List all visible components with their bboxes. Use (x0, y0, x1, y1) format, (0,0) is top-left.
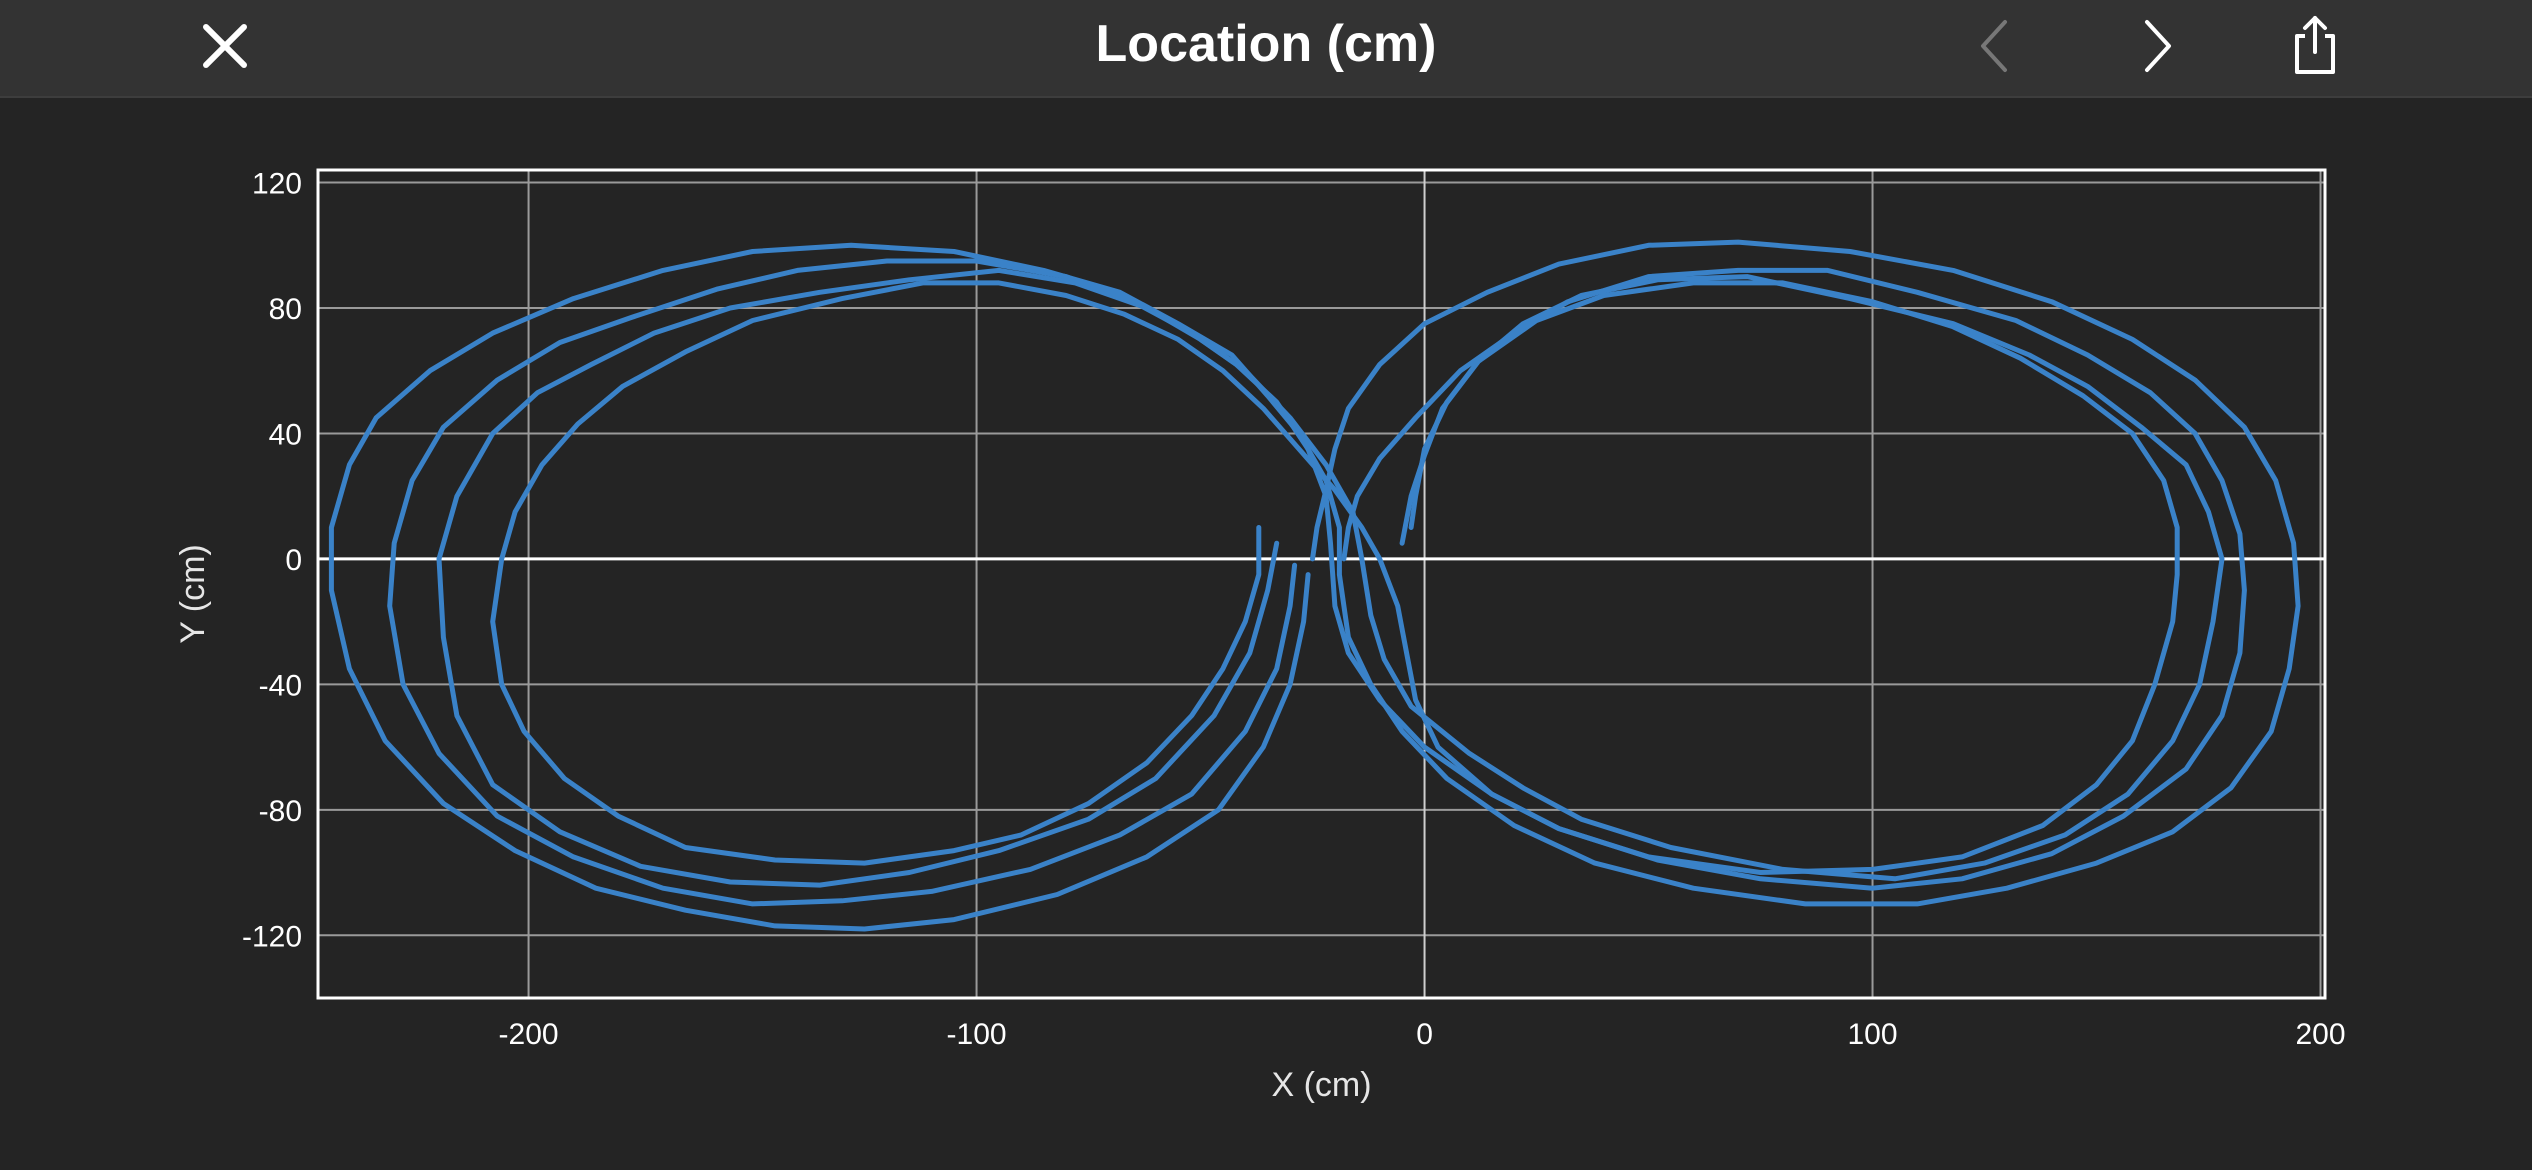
series-line-2 (436, 267, 2225, 888)
close-icon (203, 24, 247, 68)
plot-border (316, 168, 2327, 1000)
share-icon (2295, 16, 2335, 74)
chevron-right-icon (2145, 20, 2171, 72)
tick-labels: -200 -100 0 100 200 120 80 40 0 -40 -80 -120 (242, 168, 2346, 1051)
series-lines (328, 239, 2301, 932)
y-tick-label: -80 (259, 795, 302, 828)
plot-frame (316, 168, 2327, 1000)
x-tick-label: 0 (1416, 1018, 1433, 1051)
close-button[interactable] (170, 0, 280, 92)
previous-button[interactable] (1940, 0, 2050, 92)
x-tick-label: -200 (499, 1018, 559, 1051)
next-button[interactable] (2102, 0, 2212, 92)
chevron-left-icon (1981, 20, 2007, 72)
series-line-3 (387, 258, 2247, 907)
y-tick-label: -40 (259, 669, 302, 702)
y-tick-label: 40 (269, 418, 302, 451)
x-axis-label: X (cm) (1271, 1066, 1371, 1104)
x-tick-label: 100 (1847, 1018, 1897, 1051)
y-tick-label: -120 (242, 920, 302, 953)
location-chart: -200 -100 0 100 200 120 80 40 0 -40 -80 -120 X (cm)… (174, 168, 2346, 1104)
x-tick-label: 200 (2295, 1018, 2345, 1051)
y-tick-label: 120 (252, 168, 302, 201)
series-line-4 (328, 239, 2301, 932)
y-axis-label: Y (cm) (174, 544, 212, 643)
x-tick-label: -100 (947, 1018, 1007, 1051)
share-button[interactable] (2260, 0, 2370, 92)
y-tick-label: 0 (285, 544, 302, 577)
y-tick-label: 80 (269, 293, 302, 326)
top-bar: Location (cm) (0, 0, 2532, 98)
